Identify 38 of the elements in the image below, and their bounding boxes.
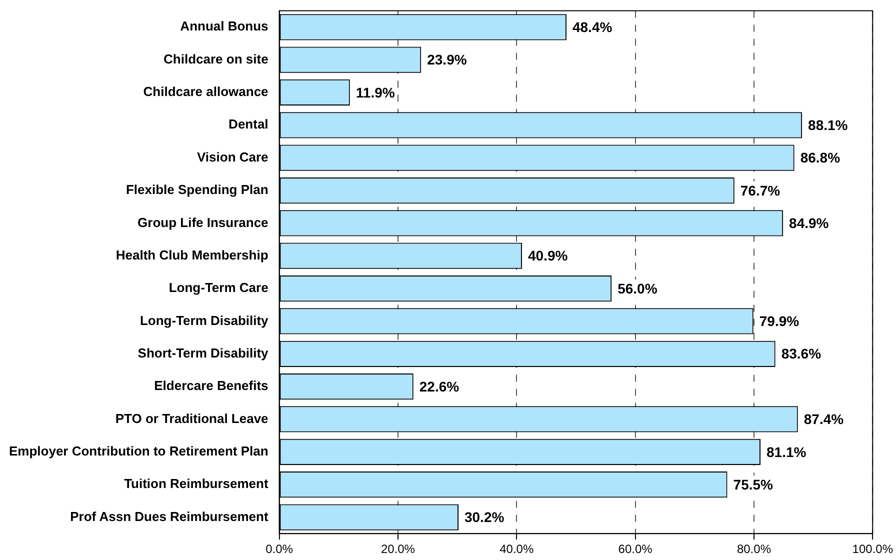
- data-label: 30.2%: [464, 509, 505, 526]
- y-tick-label: Tuition Reimbursement: [124, 476, 269, 492]
- data-label: 83.6%: [781, 346, 822, 362]
- x-tick-label: 60.0%: [618, 542, 653, 556]
- data-label: 56.0%: [618, 280, 658, 296]
- data-label: 86.8%: [800, 150, 841, 166]
- data-label: 22.6%: [419, 378, 460, 394]
- y-tick-label: Prof Assn Dues Reimbursement: [70, 508, 269, 524]
- y-tick-label: Health Club Membership: [116, 247, 268, 262]
- y-tick-label: Annual Bonus: [180, 18, 268, 34]
- y-tick-label: Dental: [228, 116, 268, 132]
- data-label: 75.5%: [733, 476, 774, 492]
- x-tick-label: 0.0%: [266, 542, 294, 556]
- y-tick-label: Vision Care: [197, 149, 268, 164]
- y-tick-label: PTO or Traditional Leave: [115, 410, 268, 426]
- x-tick-label: 40.0%: [500, 542, 534, 556]
- y-tick-label: Childcare allowance: [143, 84, 268, 100]
- y-tick-label: Employer Contribution to Retirement Plan: [9, 443, 268, 458]
- data-label: 48.4%: [572, 18, 613, 35]
- data-label: 81.1%: [766, 444, 807, 460]
- data-label: 76.7%: [740, 182, 781, 198]
- y-tick-label: Group Life Insurance: [138, 214, 268, 230]
- y-tick-label: Long-Term Disability: [140, 312, 270, 328]
- y-tick-label: Eldercare Benefits: [154, 378, 268, 394]
- data-label: 23.9%: [427, 52, 468, 68]
- y-tick-label: Childcare on site: [164, 51, 268, 66]
- data-label: 11.9%: [356, 84, 396, 100]
- y-tick-label: Flexible Spending Plan: [126, 182, 268, 198]
- data-label: 40.9%: [528, 248, 568, 264]
- data-label: 88.1%: [808, 117, 848, 134]
- x-tick-label: 20.0%: [380, 542, 416, 556]
- y-tick-label: Long-Term Care: [168, 280, 268, 296]
- x-tick-label: 80.0%: [736, 542, 772, 556]
- y-tick-label: Short-Term Disability: [138, 345, 270, 360]
- data-label: 84.9%: [789, 215, 830, 232]
- data-label: 87.4%: [804, 411, 844, 428]
- data-label: 79.9%: [759, 313, 800, 330]
- x-tick-label: 100.0%: [852, 542, 894, 556]
